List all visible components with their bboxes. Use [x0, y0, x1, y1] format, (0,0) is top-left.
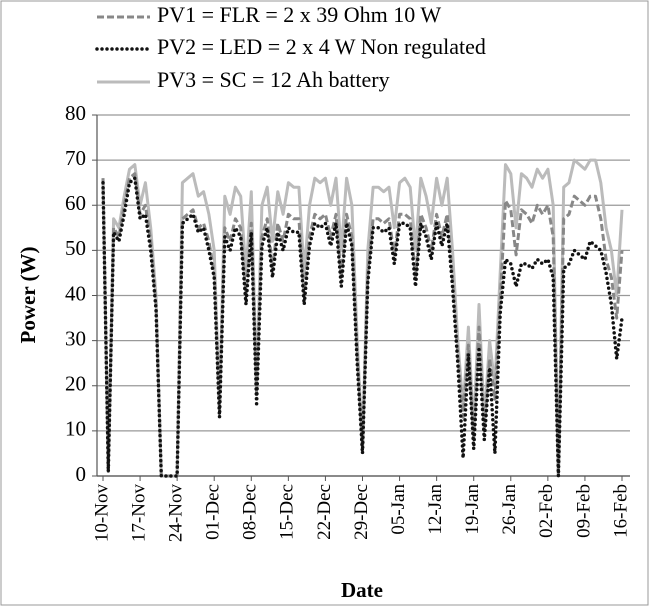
x-tick-label: 02-Feb: [536, 484, 557, 538]
x-tick-label: 29-Dec: [351, 484, 372, 540]
series-line: [101, 176, 624, 478]
x-tick-label: 01-Dec: [203, 484, 224, 540]
x-tick-label: 22-Dec: [314, 484, 335, 540]
x-tick-label: 19-Jan: [462, 484, 483, 535]
x-tick-label: 09-Feb: [573, 484, 594, 538]
y-tick-label: 50: [65, 236, 86, 260]
x-axis-label: Date: [341, 578, 383, 602]
series-line: [101, 172, 624, 478]
y-tick-label: 10: [65, 417, 86, 441]
x-tick-label: 17-Nov: [128, 484, 149, 543]
x-tick-label: 10-Nov: [91, 484, 112, 543]
y-tick-label: 70: [65, 146, 86, 170]
legend-label: PV2 = LED = 2 x 4 W Non regulated: [157, 34, 486, 59]
x-tick-label: 26-Jan: [499, 484, 520, 535]
y-tick-label: 0: [76, 462, 87, 486]
x-tick-label: 15-Dec: [277, 484, 298, 540]
x-tick-label: 08-Dec: [240, 484, 261, 540]
x-tick-label: 12-Jan: [425, 484, 446, 535]
x-tick-label: 16-Feb: [610, 484, 631, 538]
y-tick-label: 80: [65, 101, 86, 125]
y-tick-label: 30: [65, 326, 86, 350]
y-axis-label: Power (W): [16, 247, 40, 344]
y-tick-label: 60: [65, 191, 86, 215]
x-tick-label: 24-Nov: [166, 484, 187, 543]
legend-label: PV1 = FLR = 2 x 39 Ohm 10 W: [157, 2, 441, 27]
x-tick-label: 05-Jan: [388, 484, 409, 535]
y-tick-label: 40: [65, 281, 86, 305]
y-tick-label: 20: [65, 372, 86, 396]
legend-label: PV3 = SC = 12 Ah battery: [157, 67, 390, 92]
